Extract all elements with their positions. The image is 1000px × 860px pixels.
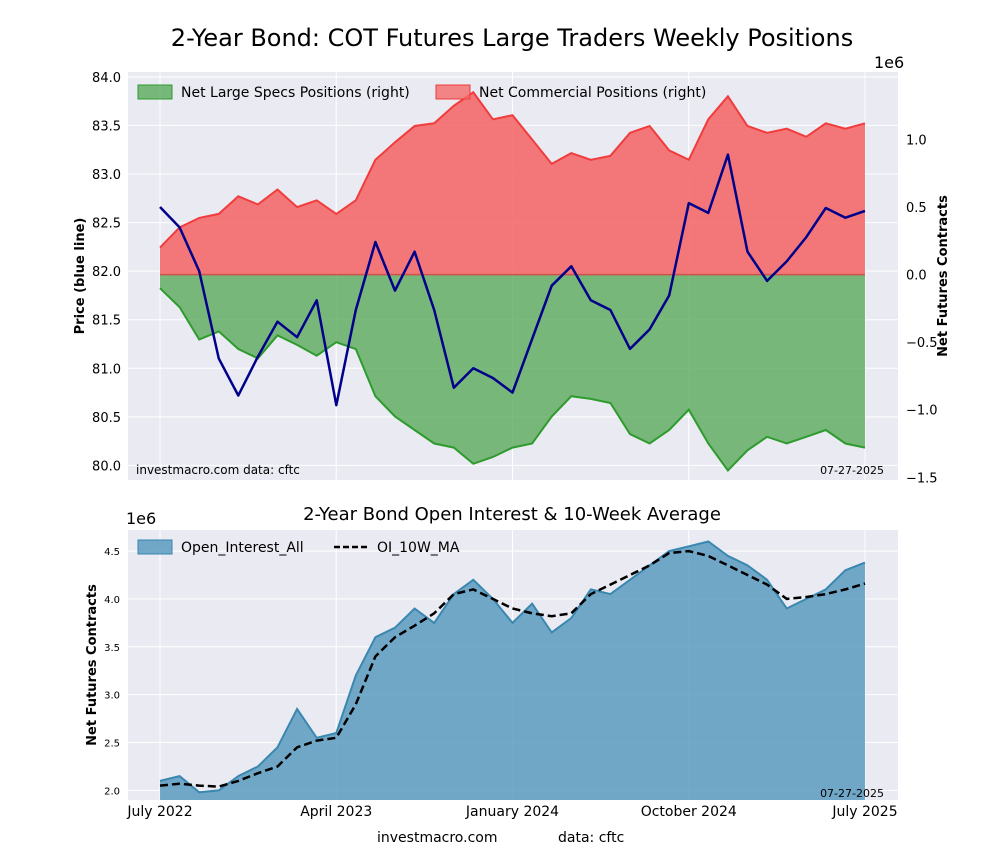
open-interest-chart: 2-Year Bond Open Interest & 10-Week Aver… (85, 504, 898, 820)
open-interest-tick-label: 2.0 (104, 786, 120, 797)
open-interest-tick-label: 3.0 (104, 691, 120, 702)
legend-swatch-commercial (435, 84, 471, 100)
open-interest-tick-label: 3.5 (104, 643, 120, 654)
date-tick-label: April 2023 (300, 804, 372, 820)
open-interest-areas (159, 540, 866, 800)
price-tick-label: 80.0 (92, 459, 121, 474)
figure-title: 2-Year Bond: COT Futures Large Traders W… (171, 24, 853, 52)
open-interest-tick-label: 4.5 (104, 547, 120, 558)
open-interest-lines (159, 549, 866, 788)
price-axis-ticks: 84.0 83.5 83.0 82.5 82.0 81.5 81.0 80.5 80.0 (92, 71, 121, 475)
contracts-tick-label: −1.5 (906, 471, 938, 486)
legend-swatch-specs (137, 84, 173, 100)
open-interest-watermark-right: 07-27-2025 (820, 787, 884, 800)
positions-lines (159, 153, 866, 407)
date-tick-label: October 2024 (641, 804, 737, 820)
date-axis-ticks: July 2022 April 2023 January 2024 October 2… (126, 804, 897, 820)
open-interest-axis-ticks: 4.5 4.0 3.5 3.0 2.5 2.0 (104, 547, 120, 797)
legend-label-moving-average: OI_10W_MA (377, 540, 460, 556)
contracts-axis-label: Net Futures Contracts (936, 195, 951, 357)
legend-swatch-open-interest (137, 539, 173, 555)
positions-legend: Net Large Specs Positions (right) Net Co… (137, 84, 706, 101)
legend-label-open-interest: Open_Interest_All (181, 540, 304, 556)
price-tick-label: 82.0 (92, 265, 121, 280)
specs-area (160, 274, 865, 471)
commercial-area (160, 92, 865, 275)
positions-areas (159, 90, 866, 473)
contracts-axis-ticks: 1.0 0.5 0.0 −0.5 −1.0 −1.5 (906, 134, 938, 487)
price-tick-label: 83.5 (92, 119, 121, 134)
contracts-tick-label: 0.0 (906, 269, 927, 284)
open-interest-axis-multiplier: 1e6 (126, 509, 156, 528)
positions-watermark-right: 07-27-2025 (820, 464, 884, 477)
legend-label-commercial: Net Commercial Positions (right) (479, 85, 706, 101)
positions-chart: 84.0 83.5 83.0 82.5 82.0 81.5 81.0 80.5 80.0 1.0… (73, 53, 951, 486)
price-tick-label: 83.0 (92, 168, 121, 183)
price-axis-label: Price (blue line) (73, 218, 88, 335)
price-tick-label: 80.5 (92, 411, 121, 426)
positions-watermark-left: investmacro.com data: cftc (136, 463, 300, 477)
open-interest-tick-label: 4.0 (104, 595, 120, 606)
price-tick-label: 81.5 (92, 314, 121, 329)
open-interest-tick-label: 2.5 (104, 739, 120, 750)
legend-label-specs: Net Large Specs Positions (right) (181, 85, 410, 101)
open-interest-area (160, 541, 865, 800)
contracts-tick-label: 0.5 (906, 201, 927, 216)
contracts-axis-multiplier: 1e6 (874, 53, 904, 72)
open-interest-axis-label: Net Futures Contracts (85, 584, 100, 746)
open-interest-title: 2-Year Bond Open Interest & 10-Week Aver… (303, 504, 721, 525)
price-line (159, 153, 866, 407)
open-interest-line (159, 540, 866, 794)
contracts-tick-label: −1.0 (906, 404, 938, 419)
footer-site: investmacro.com (377, 830, 497, 846)
date-tick-label: July 2025 (831, 804, 897, 820)
commercial-line (159, 90, 866, 249)
contracts-tick-label: −0.5 (906, 336, 938, 351)
price-tick-label: 82.5 (92, 217, 121, 232)
contracts-tick-label: 1.0 (906, 134, 927, 149)
date-tick-label: July 2022 (126, 804, 192, 820)
footer-source: data: cftc (558, 830, 624, 846)
open-interest-legend: Open_Interest_All OI_10W_MA (137, 539, 460, 556)
moving-average-line (159, 549, 866, 788)
specs-line (159, 287, 866, 473)
price-tick-label: 84.0 (92, 71, 121, 86)
price-tick-label: 81.0 (92, 362, 121, 377)
date-tick-label: January 2024 (465, 804, 559, 820)
